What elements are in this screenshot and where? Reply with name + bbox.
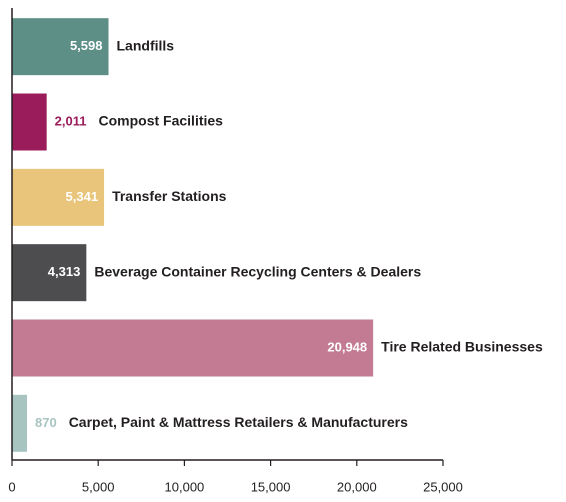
x-tick-label: 20,000	[337, 479, 377, 494]
bar	[12, 394, 27, 452]
category-label: Transfer Stations	[112, 188, 227, 204]
x-tick-label: 0	[8, 479, 15, 494]
x-tick-label: 15,000	[251, 479, 291, 494]
category-label: Landfills	[117, 37, 175, 53]
category-label: Beverage Container Recycling Centers & D…	[94, 263, 421, 279]
x-tick-label: 10,000	[165, 479, 205, 494]
value-label: 870	[35, 415, 57, 430]
bar	[12, 18, 109, 76]
category-label: Carpet, Paint & Mattress Retailers & Man…	[69, 414, 408, 430]
value-label: 20,948	[327, 339, 367, 354]
bar	[12, 168, 105, 226]
x-tick-label: 25,000	[423, 479, 463, 494]
category-label: Compost Facilities	[98, 113, 223, 129]
bar	[12, 319, 374, 377]
value-label: 4,313	[48, 264, 81, 279]
value-label: 5,341	[66, 189, 99, 204]
x-tick-label: 5,000	[82, 479, 115, 494]
bar	[12, 244, 87, 302]
category-label: Tire Related Businesses	[381, 339, 543, 355]
value-label: 5,598	[70, 38, 103, 53]
bar	[12, 93, 47, 151]
value-label: 2,011	[55, 113, 87, 128]
